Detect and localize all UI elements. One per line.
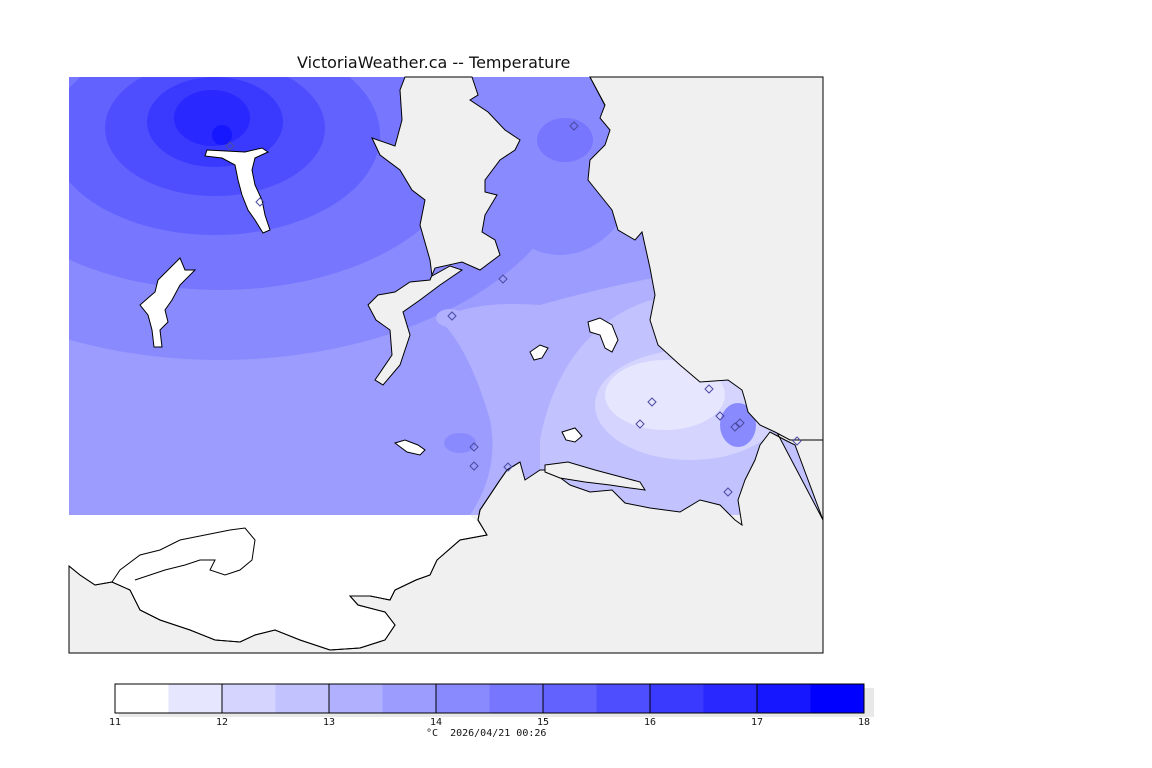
station-marker xyxy=(635,419,645,429)
legend-swatch xyxy=(168,684,222,713)
legend-swatch xyxy=(543,684,597,713)
legend-swatch xyxy=(810,684,864,713)
island-north xyxy=(204,147,271,234)
island-small-d xyxy=(561,427,583,443)
legend-tick-label: 17 xyxy=(750,717,764,728)
station-marker xyxy=(735,418,745,428)
station-marker xyxy=(447,311,457,321)
legend-swatch xyxy=(115,684,169,713)
legend-tick-label: 12 xyxy=(215,717,229,728)
legend-tick-label: 16 xyxy=(643,717,657,728)
legend-tick-label: 11 xyxy=(108,717,122,728)
water-east-strip xyxy=(587,76,824,441)
station-marker xyxy=(647,397,657,407)
station-marker xyxy=(723,487,733,497)
station-marker xyxy=(730,422,740,432)
island-small-c xyxy=(529,344,549,361)
map-title: VictoriaWeather.ca -- Temperature xyxy=(297,53,571,72)
legend-tick-label: 14 xyxy=(429,717,443,728)
island-small-a xyxy=(393,439,426,456)
legend-tick-label: 15 xyxy=(536,717,550,728)
legend-tick-label: 13 xyxy=(322,717,336,728)
station-marker xyxy=(792,436,802,446)
legend-swatch xyxy=(436,684,490,713)
station-marker xyxy=(715,411,725,421)
island-small-b xyxy=(587,317,619,353)
station-marker xyxy=(469,461,479,471)
legend-swatch xyxy=(382,684,436,713)
station-marker xyxy=(503,462,513,472)
legend-swatch xyxy=(596,684,650,713)
legend-swatch xyxy=(489,684,543,713)
legend-tick-label: 18 xyxy=(857,717,871,728)
land-south xyxy=(69,515,487,650)
legend-caption: °C 2026/04/21 00:26 xyxy=(426,728,547,739)
station-marker xyxy=(704,384,714,394)
coastline-south xyxy=(68,461,521,651)
legend-swatch xyxy=(222,684,276,713)
legend-swatch xyxy=(650,684,704,713)
station-marker xyxy=(498,274,508,284)
legend-swatch xyxy=(703,684,757,713)
legend-swatch xyxy=(757,684,811,713)
lake-south xyxy=(544,461,646,491)
station-marker xyxy=(469,442,479,452)
legend-swatch xyxy=(275,684,329,713)
water-inlet xyxy=(367,76,521,386)
station-markers xyxy=(225,121,802,497)
island-west xyxy=(139,257,197,348)
color-bar-legend xyxy=(114,683,874,717)
station-marker xyxy=(569,121,579,131)
station-marker xyxy=(255,197,265,207)
coastline-south-island xyxy=(111,527,256,583)
legend-swatch xyxy=(329,684,383,713)
station-marker xyxy=(225,141,235,151)
